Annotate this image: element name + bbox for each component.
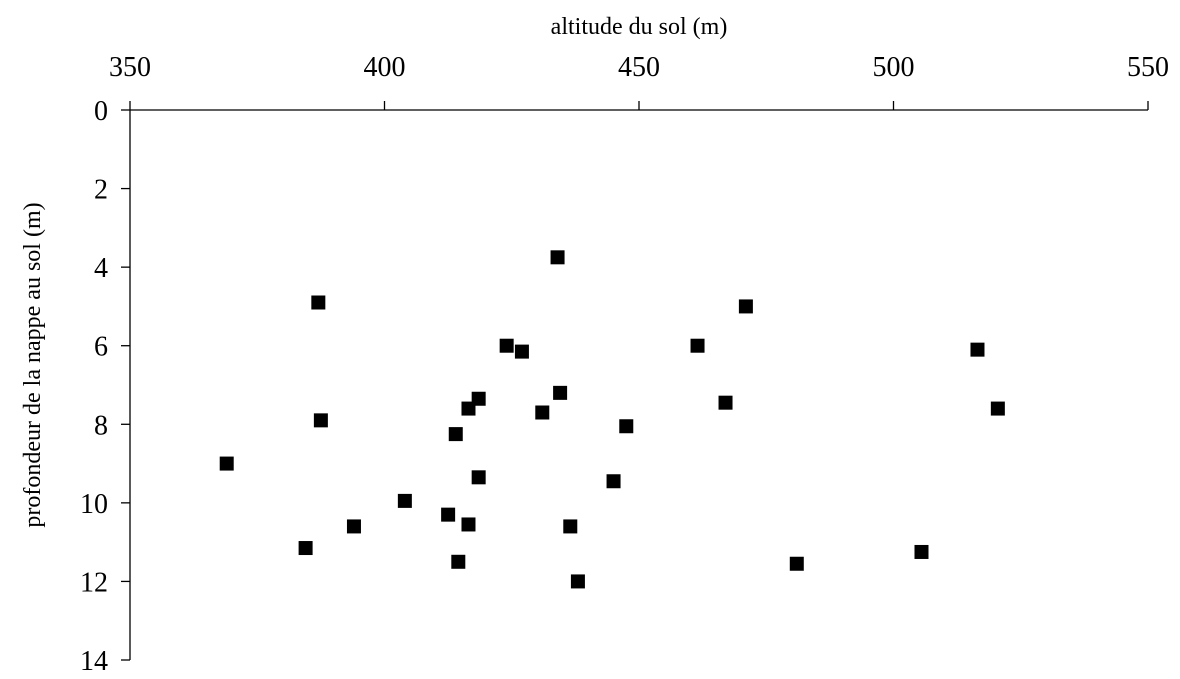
- data-point-6: [441, 507, 456, 522]
- data-point-18: [563, 519, 578, 534]
- y-tick-label-4: 4: [94, 253, 108, 284]
- x-tick-label-350: 350: [109, 52, 151, 83]
- x-tick-label-550: 550: [1127, 52, 1169, 83]
- y-tick-label-0: 0: [94, 96, 108, 127]
- data-point-10: [461, 517, 476, 532]
- data-point-4: [346, 519, 361, 534]
- data-point-21: [619, 419, 634, 434]
- y-tick-label-8: 8: [94, 410, 108, 441]
- data-point-13: [499, 338, 514, 353]
- data-point-14: [514, 344, 529, 359]
- data-point-15: [535, 405, 550, 420]
- data-point-5: [397, 493, 412, 508]
- y-tick-label-10: 10: [80, 489, 108, 520]
- x-tick-label-450: 450: [618, 52, 660, 83]
- data-point-12: [471, 470, 486, 485]
- x-axis-ticks: 350 400 450 500 550: [109, 52, 1169, 110]
- data-point-28: [990, 401, 1005, 416]
- data-point-20: [606, 474, 621, 489]
- data-point-19: [570, 574, 585, 589]
- data-point-23: [718, 395, 733, 410]
- data-point-3: [313, 413, 328, 428]
- data-point-2: [311, 295, 326, 310]
- y-tick-label-12: 12: [80, 567, 108, 598]
- y-axis-ticks: 0 2 4 6 8 10 12 14: [80, 96, 130, 677]
- x-axis-title: altitude du sol (m): [551, 14, 728, 40]
- y-tick-label-14: 14: [80, 646, 108, 677]
- data-point-27: [970, 342, 985, 357]
- data-point-17: [553, 385, 568, 400]
- data-point-25: [789, 556, 804, 571]
- y-axis-title: profondeur de la nappe au sol (m): [20, 202, 46, 527]
- data-point-7: [448, 427, 463, 442]
- data-point-16: [550, 250, 565, 265]
- y-tick-label-6: 6: [94, 332, 108, 363]
- data-point-11: [471, 391, 486, 406]
- data-point-22: [690, 338, 705, 353]
- data-point-1: [298, 541, 313, 556]
- data-points: [219, 250, 1005, 589]
- data-point-26: [914, 544, 929, 559]
- data-point-24: [738, 299, 753, 314]
- x-tick-label-500: 500: [873, 52, 915, 83]
- data-point-8: [451, 554, 466, 569]
- data-point-0: [219, 456, 234, 471]
- y-tick-label-2: 2: [94, 175, 108, 206]
- x-tick-label-400: 400: [364, 52, 406, 83]
